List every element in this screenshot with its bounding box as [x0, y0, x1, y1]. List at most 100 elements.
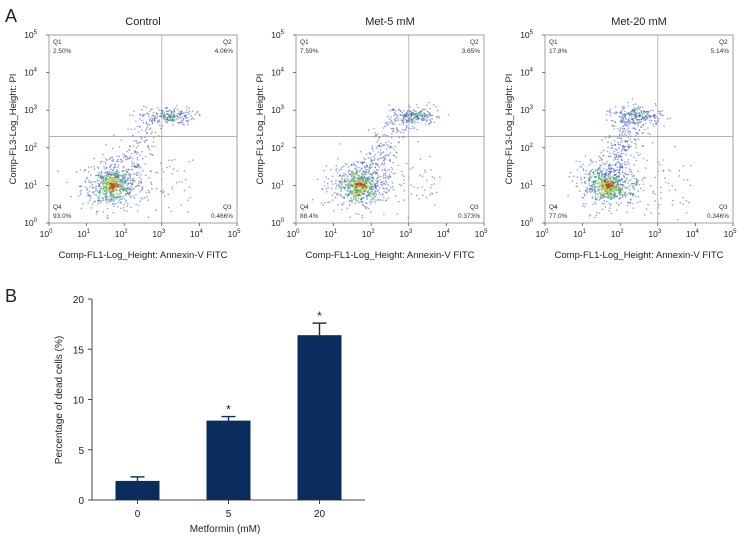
- density-dot: [86, 188, 89, 190]
- x-tick-exponent: 5: [237, 229, 241, 235]
- density-dot: [654, 114, 656, 116]
- density-dot: [385, 141, 387, 144]
- density-dot: [387, 145, 390, 147]
- density-dot: [102, 193, 105, 195]
- density-dot: [414, 116, 417, 119]
- density-dot: [366, 165, 368, 167]
- density-dot: [134, 150, 136, 153]
- density-dot: [416, 114, 418, 117]
- density-dot: [625, 153, 627, 156]
- density-dot: [613, 112, 615, 114]
- density-dot: [416, 128, 418, 131]
- density-dot: [381, 199, 384, 201]
- density-dot: [641, 116, 644, 118]
- density-dot: [86, 176, 89, 179]
- density-dot: [171, 159, 173, 162]
- density-dot: [637, 196, 640, 198]
- density-dot: [199, 114, 201, 117]
- density-dot: [184, 178, 187, 181]
- density-dot: [117, 178, 120, 180]
- density-dot: [339, 174, 342, 176]
- density-dot: [371, 185, 374, 188]
- density-dot: [614, 143, 617, 146]
- density-dot: [352, 178, 355, 180]
- density-dot: [403, 110, 405, 112]
- density-dot: [128, 149, 130, 151]
- density-dot: [354, 164, 356, 166]
- density-dot: [662, 114, 664, 117]
- density-dot: [343, 178, 346, 180]
- density-dot: [623, 180, 626, 183]
- density-dot: [143, 140, 145, 142]
- density-dot: [579, 190, 581, 192]
- density-dot: [391, 123, 394, 125]
- y-tick-exponent: 0: [530, 218, 534, 224]
- density-dot: [627, 204, 629, 207]
- density-dot: [90, 181, 93, 184]
- density-dot: [438, 115, 440, 118]
- density-dot: [608, 164, 611, 167]
- density-dot: [382, 183, 384, 185]
- density-dot: [356, 173, 359, 177]
- density-dot: [615, 111, 617, 113]
- density-dot: [624, 163, 626, 166]
- density-dot: [133, 110, 135, 112]
- density-dot: [614, 112, 617, 115]
- density-dot: [176, 104, 178, 107]
- density-dot: [620, 187, 622, 190]
- density-dot: [106, 207, 109, 210]
- density-dot: [127, 128, 129, 130]
- density-dot: [403, 182, 405, 185]
- density-dot: [600, 164, 603, 167]
- density-dot: [383, 164, 385, 166]
- density-dot: [628, 188, 631, 191]
- flow-panel-3: Met-20 mMQ117.8%Q25.14%Q30.346%Q477.0%10…: [504, 16, 737, 261]
- density-dot: [608, 202, 610, 205]
- density-dot: [604, 192, 608, 195]
- density-dot: [347, 171, 350, 173]
- density-dot: [412, 117, 415, 120]
- density-dot: [322, 204, 325, 206]
- quadrant-name-q1: Q1: [53, 39, 62, 46]
- density-dot: [400, 184, 403, 187]
- density-dot: [338, 169, 341, 171]
- density-dot: [360, 198, 362, 201]
- density-dot: [106, 181, 109, 184]
- density-dot: [408, 121, 411, 124]
- density-dot: [632, 207, 635, 209]
- density-dot: [588, 215, 591, 217]
- density-dot: [381, 162, 384, 164]
- density-dot: [645, 116, 648, 118]
- density-dot: [627, 201, 630, 204]
- density-dot: [592, 171, 594, 174]
- density-dot: [146, 132, 149, 134]
- x-tick-exponent: 4: [446, 229, 450, 235]
- density-dot: [672, 199, 674, 202]
- density-dot: [350, 189, 353, 192]
- density-dot: [331, 183, 334, 185]
- plot-frame: [48, 34, 238, 224]
- density-dot: [626, 211, 629, 214]
- density-dot: [652, 115, 655, 117]
- density-dot: [392, 130, 395, 133]
- density-dot: [632, 110, 635, 113]
- y-tick-label: 15: [73, 345, 85, 356]
- density-dot: [130, 185, 133, 188]
- density-dot: [611, 181, 614, 183]
- density-dot: [140, 137, 143, 140]
- density-dot: [106, 214, 109, 217]
- density-dot: [625, 134, 627, 136]
- density-dot: [606, 150, 609, 153]
- density-dot: [593, 183, 596, 186]
- density-dot: [114, 163, 117, 165]
- density-dot: [382, 151, 385, 153]
- density-dot: [149, 120, 151, 122]
- density-dot: [110, 195, 113, 198]
- density-dot: [429, 193, 432, 196]
- density-dot: [391, 132, 393, 135]
- density-dot: [628, 162, 630, 165]
- y-tick-label: 104: [24, 68, 37, 78]
- density-dot: [178, 122, 180, 124]
- density-dot: [619, 197, 621, 199]
- density-dot: [619, 112, 621, 114]
